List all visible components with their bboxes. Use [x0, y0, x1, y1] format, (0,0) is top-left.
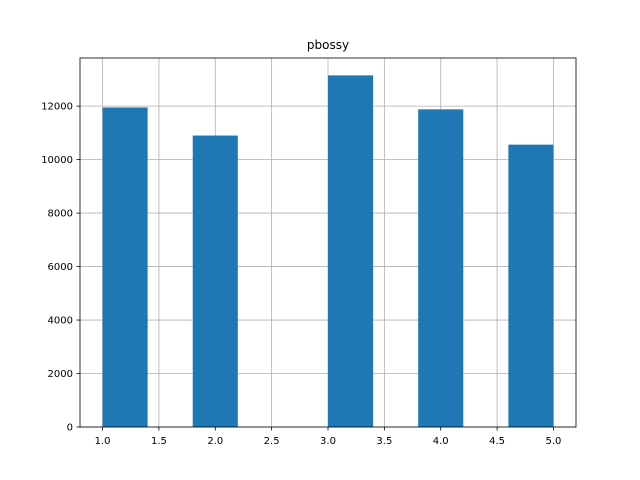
x-tick-label: 2.5 [264, 436, 280, 447]
y-tick-label: 12000 [41, 102, 73, 113]
y-tick-label: 10000 [41, 155, 73, 166]
x-tick-label: 3.5 [376, 436, 392, 447]
y-tick-label: 2000 [48, 369, 73, 380]
x-tick-label: 5.0 [546, 436, 562, 447]
histogram-bar-5 [328, 75, 374, 427]
histogram-bar-7 [418, 109, 464, 428]
histogram-bar-2 [192, 135, 238, 428]
x-tick-label: 4.0 [433, 436, 449, 447]
histogram-bar-9 [508, 144, 554, 428]
y-tick-label: 8000 [48, 209, 73, 220]
y-tick-label: 0 [67, 423, 73, 434]
y-axis-ticks: 0 2000 4000 6000 8000 10000 12000 [41, 102, 80, 434]
x-tick-label: 3.0 [320, 436, 336, 447]
x-tick-label: 1.0 [95, 436, 111, 447]
chart-title: pbossy [307, 38, 349, 52]
histogram-bar-0 [102, 107, 148, 427]
bars [102, 75, 554, 428]
y-tick-label: 4000 [48, 316, 73, 327]
y-tick-label: 6000 [48, 262, 73, 273]
x-tick-label: 2.0 [207, 436, 223, 447]
x-tick-label: 1.5 [151, 436, 167, 447]
x-tick-label: 4.5 [489, 436, 505, 447]
x-axis-ticks: 1.0 1.5 2.0 2.5 3.0 3.5 4.0 4.5 5.0 [95, 427, 562, 447]
